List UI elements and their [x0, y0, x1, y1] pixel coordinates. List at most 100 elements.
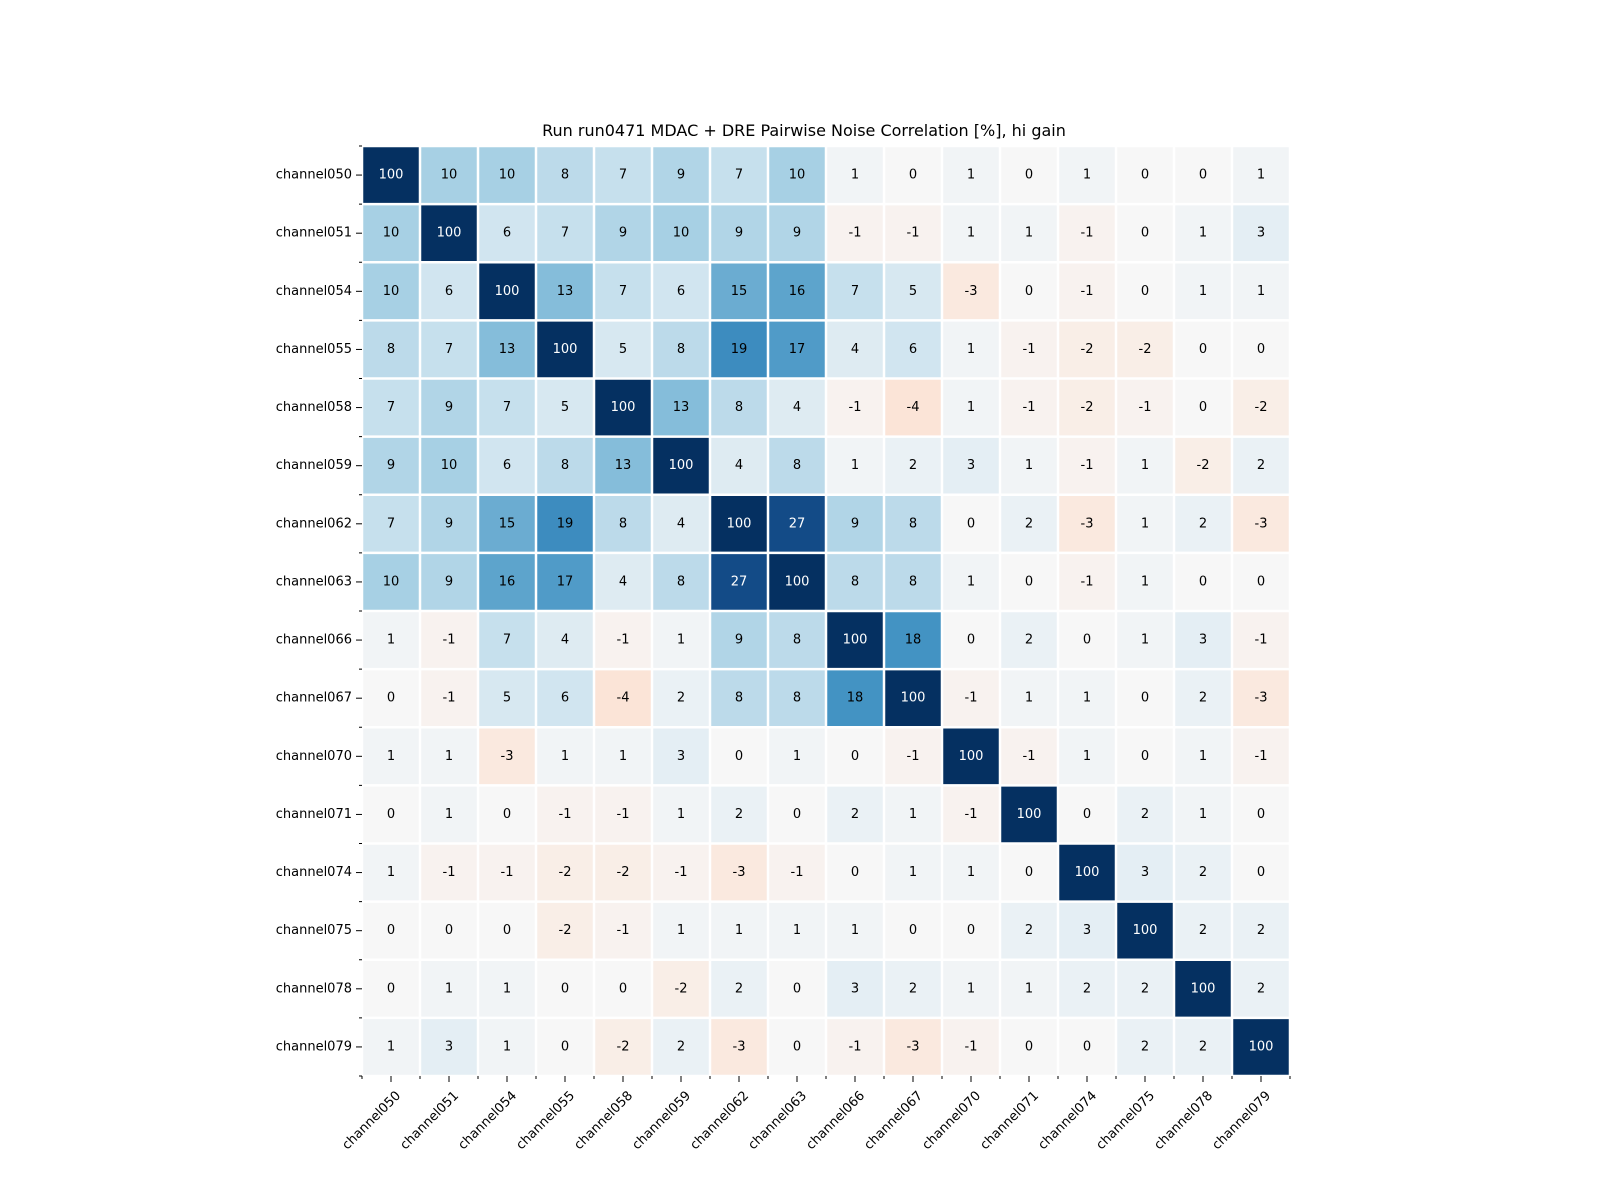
- cell-value-label: 7: [445, 342, 453, 357]
- heatmap-cell-channel067-channel074: [1059, 670, 1115, 726]
- heatmap-cell-channel062-channel063: [769, 496, 825, 552]
- cell-value-label: 1: [967, 168, 975, 183]
- x-tick-label-channel058: channel058: [572, 1088, 637, 1153]
- cell-value-label: 1: [1199, 226, 1207, 241]
- cell-value-label: 1: [1083, 168, 1091, 183]
- y-tick-label-channel079: channel079: [276, 1039, 352, 1054]
- heatmap-cell-channel067-channel051: [421, 670, 477, 726]
- cell-value-label: 17: [557, 574, 574, 589]
- cell-value-label: 1: [1025, 226, 1033, 241]
- heatmap-cell-channel078-channel055: [537, 961, 593, 1017]
- cell-value-label: 2: [1257, 981, 1265, 996]
- heatmap-cell-channel050-channel051: [421, 147, 477, 203]
- heatmap-cell-channel050-channel075: [1117, 147, 1173, 203]
- cell-value-label: 2: [909, 458, 917, 473]
- y-tick-label-channel055: channel055: [276, 342, 352, 357]
- cell-value-label: 1: [967, 226, 975, 241]
- cell-value-label: -3: [965, 284, 978, 299]
- cell-value-label: 1: [619, 749, 627, 764]
- cell-value-label: 9: [619, 226, 627, 241]
- heatmap-cell-channel079-channel075: [1117, 1019, 1173, 1075]
- cell-value-label: 0: [503, 923, 511, 938]
- cell-value-label: -1: [675, 865, 688, 880]
- cell-value-label: 0: [1199, 168, 1207, 183]
- heatmap-cell-channel051-channel071: [1001, 205, 1057, 261]
- cell-value-label: 2: [1025, 516, 1033, 531]
- heatmap-cell-channel071-channel075: [1117, 786, 1173, 843]
- cell-value-label: -2: [617, 1039, 630, 1054]
- heatmap-cell-channel054-channel074: [1059, 263, 1115, 320]
- heatmap-cell-channel071-channel051: [421, 786, 477, 843]
- heatmap-cell-channel059-channel079: [1233, 437, 1289, 494]
- cell-value-label: -2: [1081, 342, 1094, 357]
- cell-value-label: 13: [557, 284, 574, 299]
- heatmap-cell-channel062-channel055: [537, 496, 593, 552]
- heatmap-cell-channel067-channel062: [711, 670, 767, 726]
- heatmap-cell-channel063-channel055: [537, 554, 593, 610]
- cell-value-label: -1: [849, 226, 862, 241]
- heatmap-cell-channel055-channel066: [827, 321, 883, 378]
- y-tick-label-channel050: channel050: [276, 168, 352, 183]
- heatmap-cell-channel067-channel067: [885, 670, 941, 726]
- cell-value-label: 7: [503, 400, 511, 415]
- cell-value-label: 6: [445, 284, 453, 299]
- heatmap-cell-channel050-channel071: [1001, 147, 1057, 203]
- heatmap-cell-channel067-channel066: [827, 670, 883, 726]
- heatmap-cell-channel062-channel066: [827, 496, 883, 552]
- heatmap-cell-channel055-channel058: [595, 321, 651, 378]
- cell-value-label: 7: [561, 226, 569, 241]
- cell-value-label: 1: [851, 168, 859, 183]
- heatmap-cell-channel054-channel050: [363, 263, 419, 320]
- cell-value-label: 1: [1141, 458, 1149, 473]
- heatmap-cell-channel062-channel050: [363, 496, 419, 552]
- cell-value-label: 9: [387, 458, 395, 473]
- heatmap-cell-channel067-channel070: [943, 670, 999, 726]
- cell-value-label: 3: [1083, 923, 1091, 938]
- cell-value-label: 0: [1141, 168, 1149, 183]
- cell-value-label: 100: [959, 749, 984, 764]
- heatmap-cell-channel050-channel062: [711, 147, 767, 203]
- heatmap-cell-channel051-channel070: [943, 205, 999, 261]
- cell-value-label: 8: [793, 458, 801, 473]
- heatmap-cell-channel074-channel063: [769, 844, 825, 901]
- heatmap-cell-channel071-channel054: [479, 786, 535, 843]
- cell-value-label: 6: [503, 226, 511, 241]
- cell-value-label: 10: [499, 168, 516, 183]
- cell-value-label: 1: [677, 633, 685, 648]
- heatmap-cell-channel066-channel063: [769, 612, 825, 668]
- heatmap-cell-channel070-channel055: [537, 728, 593, 785]
- heatmap-cell-channel051-channel078: [1175, 205, 1231, 261]
- cell-value-label: 1: [793, 749, 801, 764]
- heatmap-cell-channel058-channel071: [1001, 379, 1057, 436]
- cell-value-label: 100: [1017, 807, 1042, 822]
- heatmap-cell-channel074-channel078: [1175, 844, 1231, 901]
- x-tick-label-channel055: channel055: [514, 1088, 579, 1153]
- heatmap-cell-channel054-channel067: [885, 263, 941, 320]
- cell-value-label: 100: [437, 226, 462, 241]
- heatmap-cell-channel050-channel070: [943, 147, 999, 203]
- cell-value-label: 0: [967, 633, 975, 648]
- cell-value-label: 100: [1075, 865, 1100, 880]
- cell-value-label: -4: [907, 400, 920, 415]
- heatmap-cell-channel051-channel066: [827, 205, 883, 261]
- heatmap-cell-channel067-channel059: [653, 670, 709, 726]
- heatmap-cell-channel074-channel058: [595, 844, 651, 901]
- heatmap-cell-channel055-channel062: [711, 321, 767, 378]
- heatmap-cell-channel079-channel058: [595, 1019, 651, 1075]
- heatmap-cell-channel058-channel063: [769, 379, 825, 436]
- heatmap-cell-channel058-channel079: [1233, 379, 1289, 436]
- heatmap-cell-channel066-channel078: [1175, 612, 1231, 668]
- cell-value-label: 9: [735, 226, 743, 241]
- heatmap-cell-channel062-channel071: [1001, 496, 1057, 552]
- cell-value-label: 8: [793, 691, 801, 706]
- cell-value-label: 5: [503, 691, 511, 706]
- x-tick-label-channel079: channel079: [1210, 1088, 1275, 1153]
- heatmap-cell-channel066-channel067: [885, 612, 941, 668]
- cell-value-label: -1: [617, 923, 630, 938]
- cell-value-label: 27: [731, 574, 748, 589]
- heatmap-cell-channel074-channel067: [885, 844, 941, 901]
- x-tick-label-channel074: channel074: [1036, 1088, 1101, 1153]
- heatmap-cell-channel051-channel079: [1233, 205, 1289, 261]
- cell-value-label: 1: [735, 923, 743, 938]
- cell-value-label: -1: [1023, 400, 1036, 415]
